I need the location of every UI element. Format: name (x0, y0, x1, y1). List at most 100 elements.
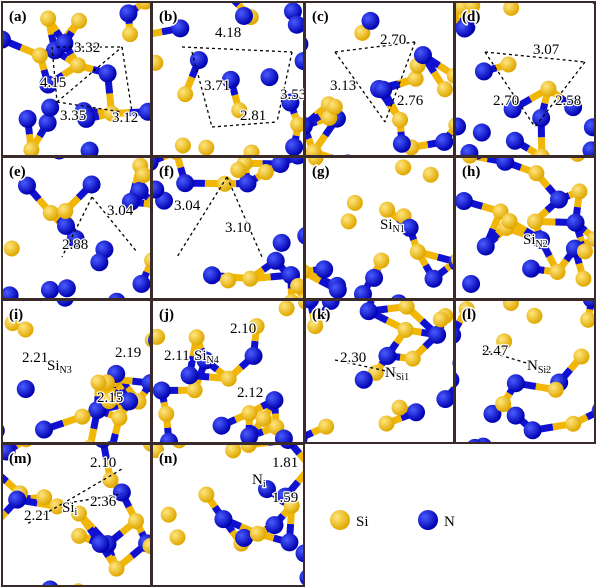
distance-label: 2.76 (397, 93, 424, 109)
si-atom (379, 202, 395, 218)
panel: (h)SiN2 (455, 142, 597, 299)
si-atom (177, 86, 193, 102)
site-main: Si (47, 358, 60, 374)
n-atom (315, 260, 333, 278)
si-atom (392, 112, 408, 128)
si-atom (392, 400, 408, 416)
panel: (l)2.47NSi2 (438, 290, 597, 457)
distance-label: 3.10 (225, 220, 251, 236)
distance-label: 3.13 (330, 78, 356, 94)
si-atom (102, 472, 118, 488)
si-atom (4, 241, 20, 257)
panel: (m)2.102.362.21Sii (0, 430, 159, 588)
distance-label: 2.88 (62, 237, 88, 253)
panel: (f)3.043.10 (141, 144, 316, 310)
si-atom (573, 348, 589, 364)
n-atom (407, 403, 425, 421)
site-main: N (385, 365, 396, 381)
si-atom (128, 513, 144, 529)
si-atom (242, 271, 258, 287)
panel-label: (d) (462, 9, 480, 25)
n-atom (176, 174, 194, 192)
structure (290, 2, 464, 172)
si-atom (74, 409, 90, 425)
legend-label: Si (356, 514, 369, 530)
si-atom (32, 47, 48, 63)
n-atom (90, 253, 108, 271)
panel-label: (a) (9, 9, 27, 25)
si-atom (258, 164, 274, 180)
n-atom (435, 133, 453, 151)
site-sub: N1 (393, 224, 405, 235)
si-atom (175, 137, 191, 153)
n-atom (360, 302, 378, 320)
n-atom (245, 347, 263, 365)
n-atom (329, 281, 347, 299)
site-main: Si (380, 217, 393, 233)
panels: (a)3.324.153.353.12(b)4.183.713.532.81(c… (0, 0, 597, 588)
n-atom (267, 252, 285, 270)
n-atom (265, 516, 283, 534)
n-atom (365, 269, 383, 287)
site-main: Si (194, 348, 207, 364)
n-atom (214, 510, 232, 528)
si-atom (399, 299, 415, 315)
distance-label: 3.71 (204, 78, 230, 94)
n-atom (235, 7, 253, 25)
si-atom (327, 99, 343, 115)
n-atom (17, 380, 35, 398)
si-atom (57, 203, 73, 219)
si-atom (318, 419, 334, 435)
n-atom (35, 421, 53, 439)
si-atom (198, 140, 214, 156)
n-atom (355, 371, 373, 389)
panel-label: (c) (312, 9, 329, 25)
si-atom (17, 321, 33, 337)
n-atom (265, 391, 283, 409)
panel-label: (e) (9, 164, 26, 180)
panel: (c)2.703.132.76 (290, 2, 464, 172)
si-atom (373, 252, 389, 268)
si-atom (136, 167, 152, 183)
si-atom (495, 396, 511, 412)
n-atom (393, 135, 411, 153)
si-atom (71, 13, 87, 29)
si-atom (347, 195, 363, 211)
panel-label: (f) (159, 164, 174, 180)
si-atom (111, 410, 127, 426)
site-sub: i (263, 479, 266, 490)
si-atom (36, 489, 52, 505)
panel-label: (j) (159, 307, 174, 323)
si-atom (571, 183, 587, 199)
si-atom (577, 243, 593, 259)
distance-label: 2.36 (90, 494, 117, 510)
distance-label: 2.30 (340, 350, 366, 366)
distance-label: 1.59 (272, 490, 298, 506)
n-atom (19, 110, 37, 128)
distance-label: 3.07 (533, 42, 560, 58)
legend-swatch (330, 510, 350, 530)
si-atom (241, 405, 257, 421)
si-atom (43, 205, 59, 221)
si-atom (410, 244, 426, 260)
n-atom (39, 114, 57, 132)
si-atom (527, 213, 543, 229)
distance-label: 2.15 (97, 390, 123, 406)
n-atom (8, 491, 26, 509)
si-atom (501, 56, 517, 72)
si-atom (189, 329, 205, 345)
n-atom (374, 81, 392, 99)
n-atom (567, 214, 585, 232)
site-sub: Si1 (396, 372, 409, 383)
distance-label: 2.21 (22, 350, 48, 366)
n-atom (181, 366, 199, 384)
panel-label: (b) (159, 9, 177, 25)
si-atom (90, 374, 106, 390)
si-atom (161, 507, 177, 523)
structure (0, 288, 168, 459)
panel: (n)1.811.59Ni (134, 431, 319, 587)
n-atom (473, 124, 491, 142)
si-atom (256, 411, 272, 427)
n-atom (425, 270, 443, 288)
